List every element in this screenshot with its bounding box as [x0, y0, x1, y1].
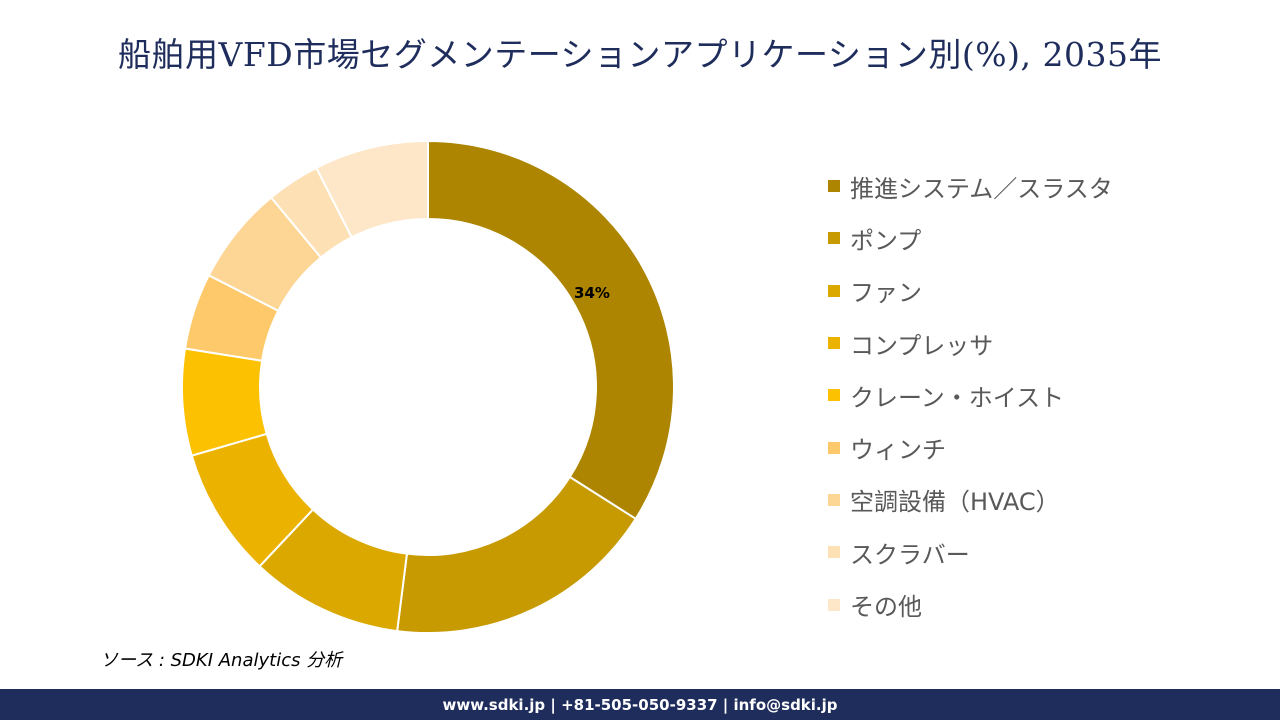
legend-label: その他 — [850, 593, 922, 622]
legend-label: ポンプ — [850, 226, 922, 255]
legend-item: 空調設備（HVAC） — [828, 474, 1113, 526]
footer-bar: www.sdki.jp | +81-505-050-9337 | info@sd… — [0, 689, 1280, 720]
legend-item: その他 — [828, 578, 1113, 630]
legend-label: ファン — [850, 279, 922, 308]
legend-item: ファン — [828, 265, 1113, 317]
legend-label: クレーン・ホイスト — [850, 383, 1065, 412]
donut-slice-9 — [314, 139, 429, 239]
legend-swatch — [828, 389, 840, 402]
donut-slice-2 — [396, 475, 638, 634]
legend-swatch — [828, 284, 840, 297]
legend-item: ポンプ — [828, 212, 1113, 264]
footer-contact: www.sdki.jp | +81-505-050-9337 | info@sd… — [442, 695, 838, 714]
legend-swatch — [828, 232, 840, 245]
legend-swatch — [828, 441, 840, 454]
legend-item: コンプレッサ — [828, 317, 1113, 369]
legend-label: スクラバー — [850, 540, 970, 569]
legend-swatch — [828, 546, 840, 559]
source-note: ソース : SDKI Analytics 分析 — [100, 650, 343, 671]
legend-swatch — [828, 337, 840, 350]
legend-swatch — [828, 598, 840, 611]
legend-item: 推進システム／スラスタ — [828, 160, 1113, 212]
legend-swatch — [828, 493, 840, 506]
legend-item: クレーン・ホイスト — [828, 369, 1113, 421]
legend-item: ウィンチ — [828, 421, 1113, 473]
legend-label: 空調設備（HVAC） — [850, 488, 1060, 517]
legend-label: コンプレッサ — [850, 331, 994, 360]
legend-label: ウィンチ — [850, 436, 946, 465]
legend-label: 推進システム／スラスタ — [850, 174, 1113, 203]
chart-legend: 推進システム／スラスタ ポンプファンコンプレッサクレーン・ホイスト ウィンチ空調設備… — [828, 160, 1113, 631]
donut-slice-1 — [427, 139, 675, 521]
chart-title: 船舶用VFD市場セグメンテーションアプリケーション別(%), 2035年 — [118, 35, 1162, 74]
legend-item: スクラバー — [828, 526, 1113, 578]
legend-swatch — [828, 180, 840, 193]
data-label-1: 34% — [574, 284, 610, 302]
